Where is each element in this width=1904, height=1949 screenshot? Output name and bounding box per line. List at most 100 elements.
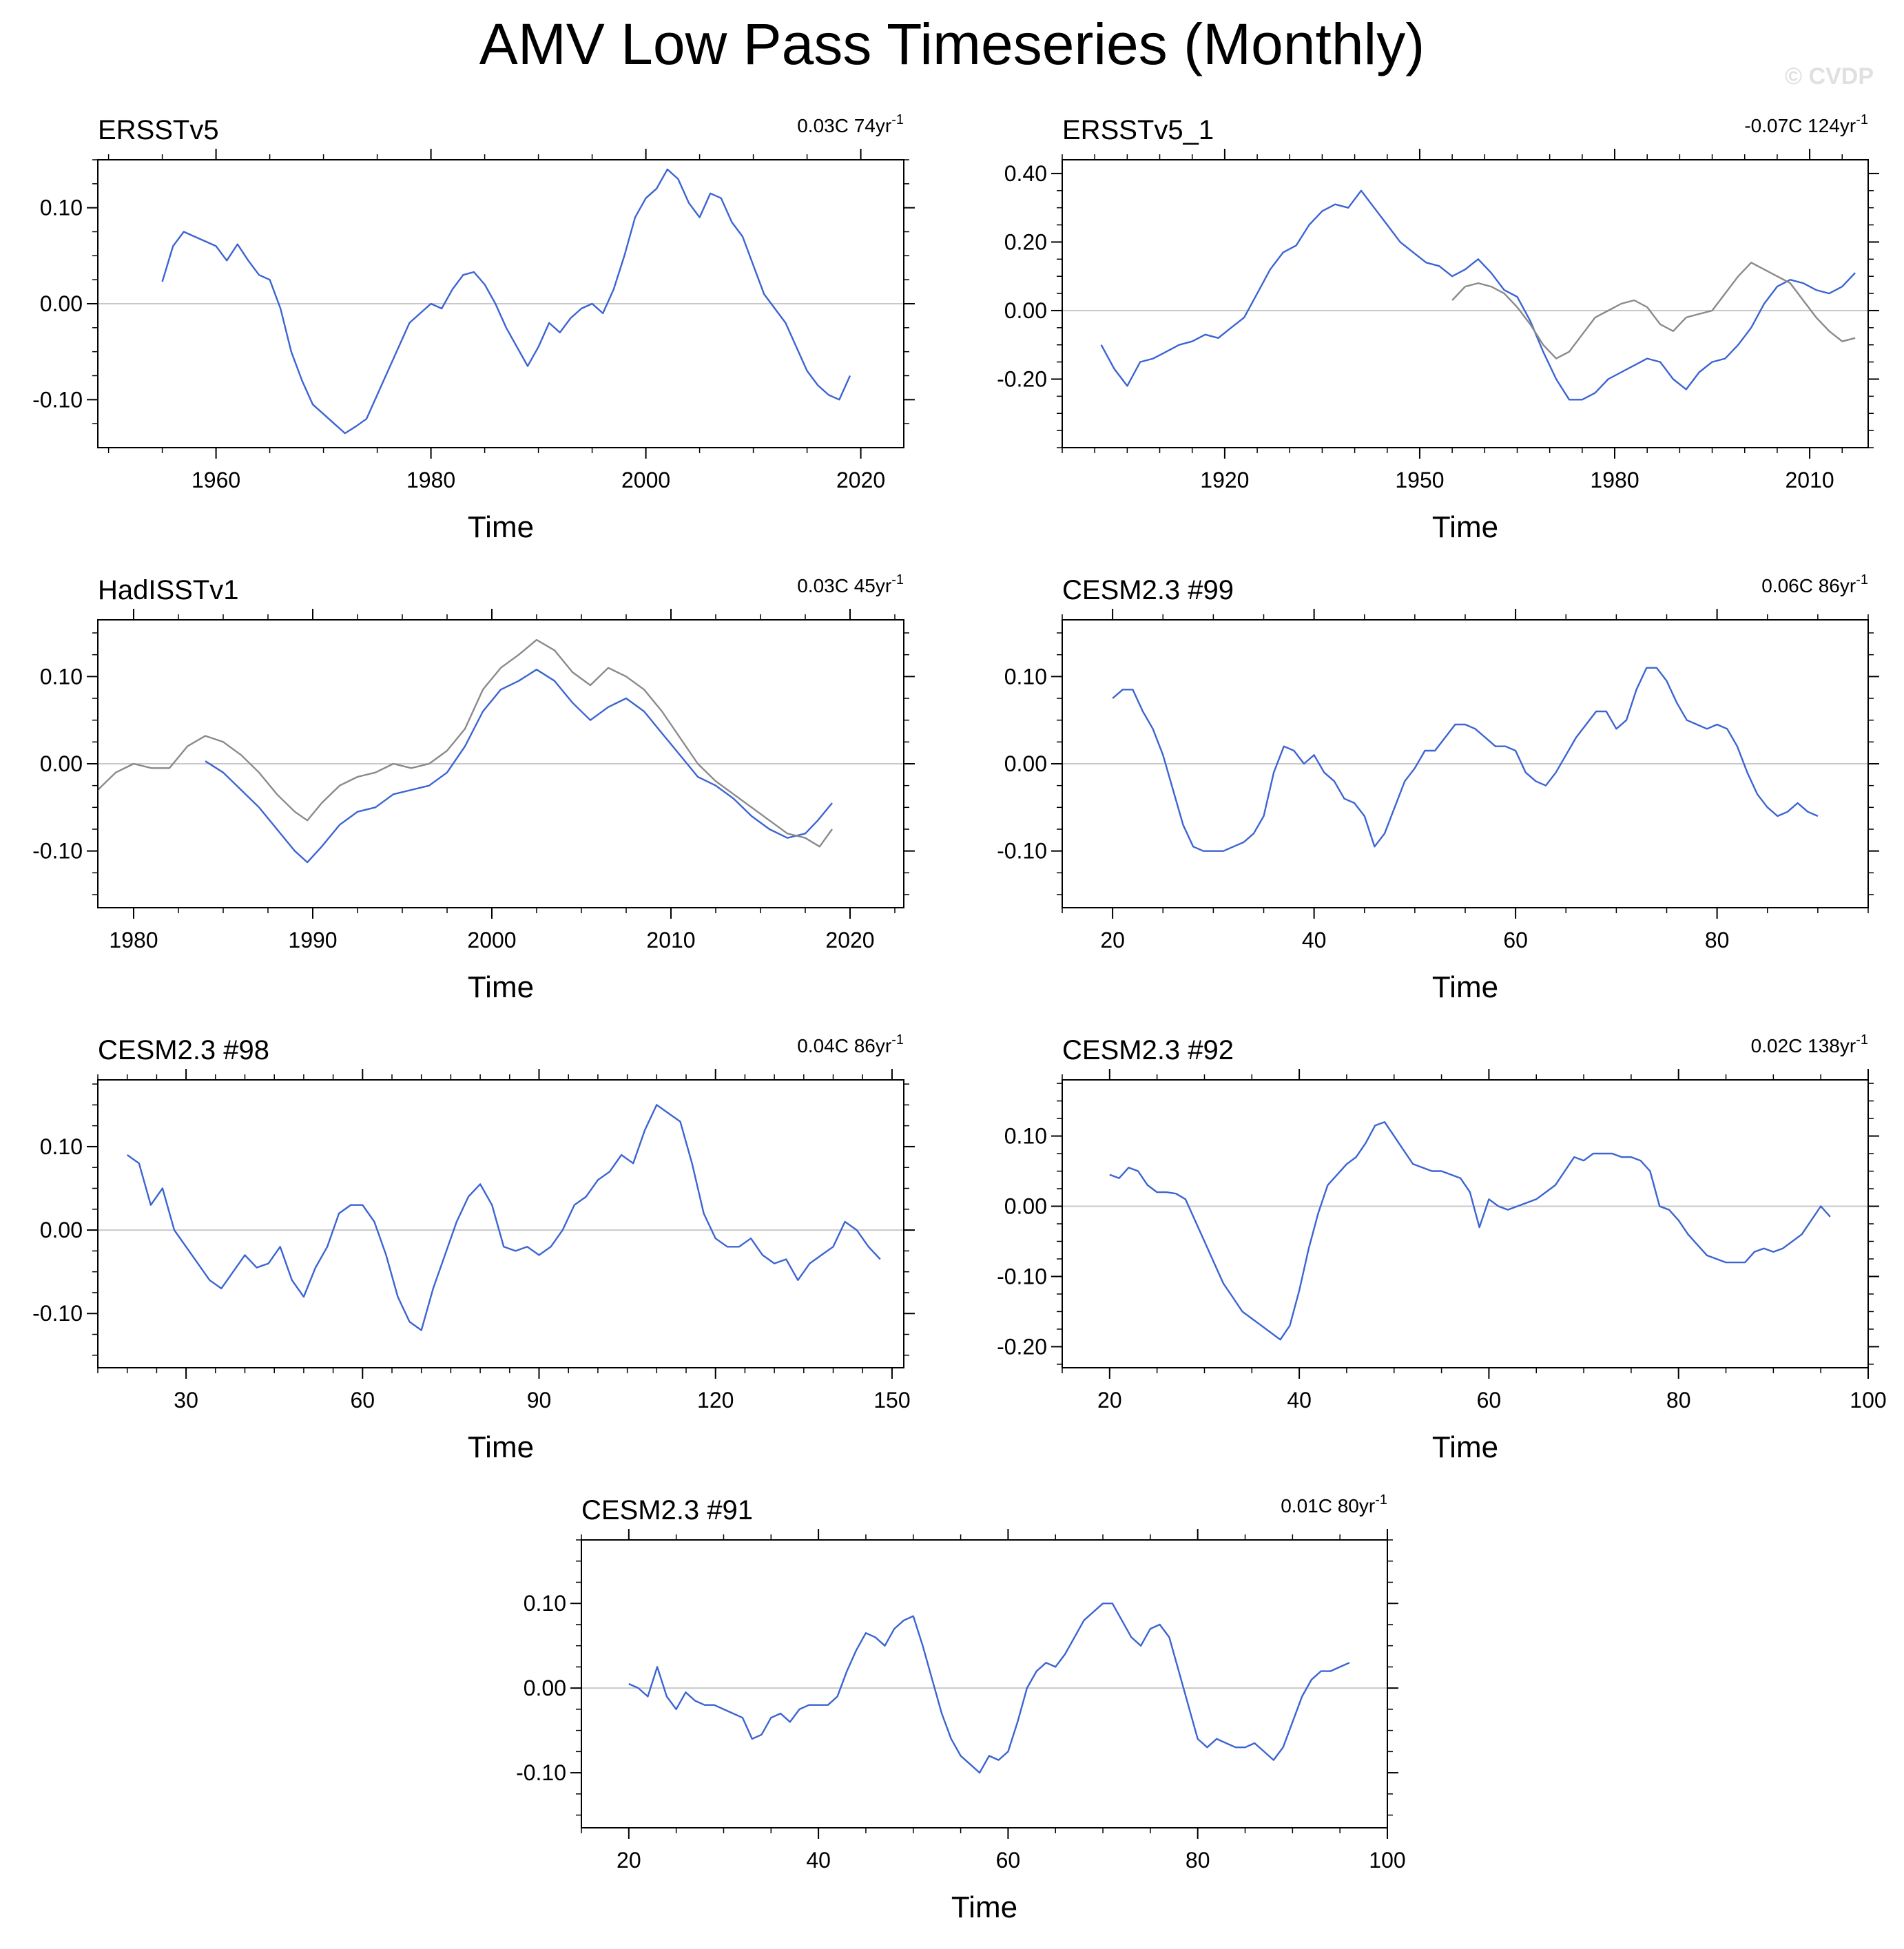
- plot-frame: [1062, 159, 1869, 448]
- panel-ersstv5: ERSSTv5 0.03C 74yr-1 -0.10 0.00 0.10 1960 1980…: [32, 112, 915, 544]
- panel-stat: -0.07C 124yr-1: [1744, 112, 1868, 136]
- series-line: [161, 168, 851, 435]
- panel-cesm-98: CESM2.3 #98 0.04C 86yr-1 -0.10 0.00 0.10 30 60…: [32, 1032, 915, 1464]
- panel-title: CESM2.3 #91: [581, 1495, 753, 1525]
- y-tick-label: -0.20: [997, 366, 1047, 391]
- x-tick-label: 60: [1503, 928, 1528, 952]
- y-tick-label: 0.10: [40, 664, 83, 689]
- x-tick-label: 100: [1369, 1848, 1405, 1873]
- y-tick-label: 0.10: [1004, 664, 1047, 689]
- x-tick-label: 1920: [1200, 468, 1249, 492]
- y-tick-label: 0.40: [1004, 161, 1047, 186]
- y-tick-label: 0.20: [1004, 229, 1047, 254]
- y-tick-label: -0.20: [997, 1334, 1047, 1359]
- x-axis-label: Time: [1432, 1430, 1498, 1464]
- x-tick-label: 2020: [836, 468, 885, 492]
- y-tick-label: 0.10: [524, 1591, 566, 1616]
- panel-stat-superscript: -1: [891, 572, 904, 587]
- panel-ersstv5-1: ERSSTv5_1 -0.07C 124yr-1 -0.20 0.00 0.20 0.40…: [997, 112, 1879, 544]
- x-tick-label: 90: [527, 1388, 552, 1413]
- panel-stat: 0.02C 138yr-1: [1751, 1032, 1868, 1056]
- panel-cesm-99: CESM2.3 #99 0.06C 86yr-1 -0.10 0.00 0.10 20 40…: [997, 572, 1879, 1004]
- y-tick-label: 0.00: [40, 751, 83, 776]
- x-axis-label: Time: [1432, 510, 1498, 544]
- panel-title: CESM2.3 #92: [1062, 1035, 1234, 1065]
- panel-title: ERSSTv5_1: [1062, 115, 1214, 145]
- watermark: © CVDP: [1785, 63, 1874, 90]
- plot-frame: [581, 1539, 1388, 1828]
- x-tick-label: 20: [1097, 1388, 1122, 1413]
- panel-stat-superscript: -1: [1856, 1032, 1868, 1048]
- x-tick-label: 2000: [621, 468, 670, 492]
- x-axis-label: Time: [468, 1430, 534, 1464]
- x-tick-label: 1980: [406, 468, 455, 492]
- x-tick-label: 100: [1850, 1388, 1886, 1413]
- panel-stat: 0.03C 74yr-1: [797, 112, 904, 136]
- y-tick-label: -0.10: [32, 839, 83, 864]
- panel-stat-superscript: -1: [891, 1032, 904, 1048]
- y-tick-label: 0.10: [40, 196, 83, 220]
- plot-frame: [1062, 1079, 1869, 1368]
- panel-stat-superscript: -1: [1375, 1492, 1387, 1508]
- y-tick-label: 0.00: [524, 1676, 566, 1700]
- series-line: [205, 668, 833, 864]
- y-tick-label: 0.00: [40, 291, 83, 316]
- x-tick-label: 40: [1302, 928, 1327, 952]
- x-tick-label: 20: [1100, 928, 1125, 952]
- panel-stat: 0.06C 86yr-1: [1761, 572, 1868, 596]
- x-tick-label: 1980: [109, 928, 158, 952]
- y-tick-label: 0.00: [40, 1218, 83, 1242]
- y-tick-label: 0.10: [40, 1134, 83, 1159]
- panel-title: ERSSTv5: [98, 115, 219, 145]
- x-tick-label: 120: [697, 1388, 734, 1413]
- panel-stat-superscript: -1: [1856, 572, 1868, 587]
- series-line: [127, 1104, 881, 1331]
- x-tick-label: 2000: [467, 928, 516, 952]
- x-tick-label: 20: [617, 1848, 641, 1873]
- panel-title: CESM2.3 #99: [1062, 575, 1234, 605]
- x-axis-label: Time: [468, 970, 534, 1004]
- reference-series-line: [1451, 262, 1856, 359]
- x-tick-label: 2020: [825, 928, 874, 952]
- panel-title: CESM2.3 #98: [98, 1035, 269, 1065]
- panel-stat-superscript: -1: [891, 112, 904, 127]
- x-tick-label: 40: [806, 1848, 831, 1873]
- y-tick-label: 0.00: [1004, 751, 1047, 776]
- panel-title: HadISSTv1: [98, 575, 239, 605]
- x-tick-label: 1980: [1590, 468, 1639, 492]
- x-tick-label: 2010: [646, 928, 695, 952]
- x-tick-label: 40: [1287, 1388, 1312, 1413]
- x-tick-label: 80: [1666, 1388, 1691, 1413]
- y-tick-label: -0.10: [32, 387, 83, 412]
- x-tick-label: 30: [174, 1388, 198, 1413]
- panel-cesm-92: CESM2.3 #92 0.02C 138yr-1 -0.20 -0.10 0.00 0.…: [997, 1032, 1887, 1464]
- x-tick-label: 80: [1705, 928, 1730, 952]
- x-tick-label: 60: [996, 1848, 1021, 1873]
- y-tick-label: 0.00: [1004, 298, 1047, 323]
- panel-hadisstv1: HadISSTv1 0.03C 45yr-1 -0.10 0.00 0.10 1980 19…: [32, 572, 915, 1004]
- y-tick-label: -0.10: [997, 839, 1047, 864]
- x-tick-label: 60: [351, 1388, 375, 1413]
- x-tick-label: 1950: [1395, 468, 1444, 492]
- x-tick-label: 2010: [1785, 468, 1834, 492]
- x-tick-label: 1990: [288, 928, 337, 952]
- x-tick-label: 150: [873, 1388, 910, 1413]
- panel-cesm-91: CESM2.3 #91 0.01C 80yr-1 -0.10 0.00 0.10 20 40…: [516, 1492, 1406, 1924]
- x-tick-label: 80: [1186, 1848, 1210, 1873]
- series-line: [1100, 189, 1856, 401]
- plot-frame: [97, 1079, 904, 1368]
- panel-stat: 0.04C 86yr-1: [797, 1032, 904, 1056]
- panel-stat: 0.01C 80yr-1: [1281, 1492, 1387, 1517]
- x-axis-label: Time: [1432, 970, 1498, 1004]
- panel-stat-superscript: -1: [1856, 112, 1868, 127]
- series-line: [628, 1602, 1350, 1774]
- series-line: [1112, 667, 1819, 852]
- x-axis-label: Time: [951, 1890, 1017, 1924]
- x-tick-label: 60: [1477, 1388, 1502, 1413]
- y-tick-label: 0.00: [1004, 1194, 1047, 1219]
- figure-title: AMV Low Pass Timeseries (Monthly): [479, 12, 1425, 76]
- x-axis-label: Time: [468, 510, 534, 544]
- y-tick-label: -0.10: [997, 1264, 1047, 1289]
- series-line: [1109, 1121, 1831, 1341]
- panel-stat: 0.03C 45yr-1: [797, 572, 904, 596]
